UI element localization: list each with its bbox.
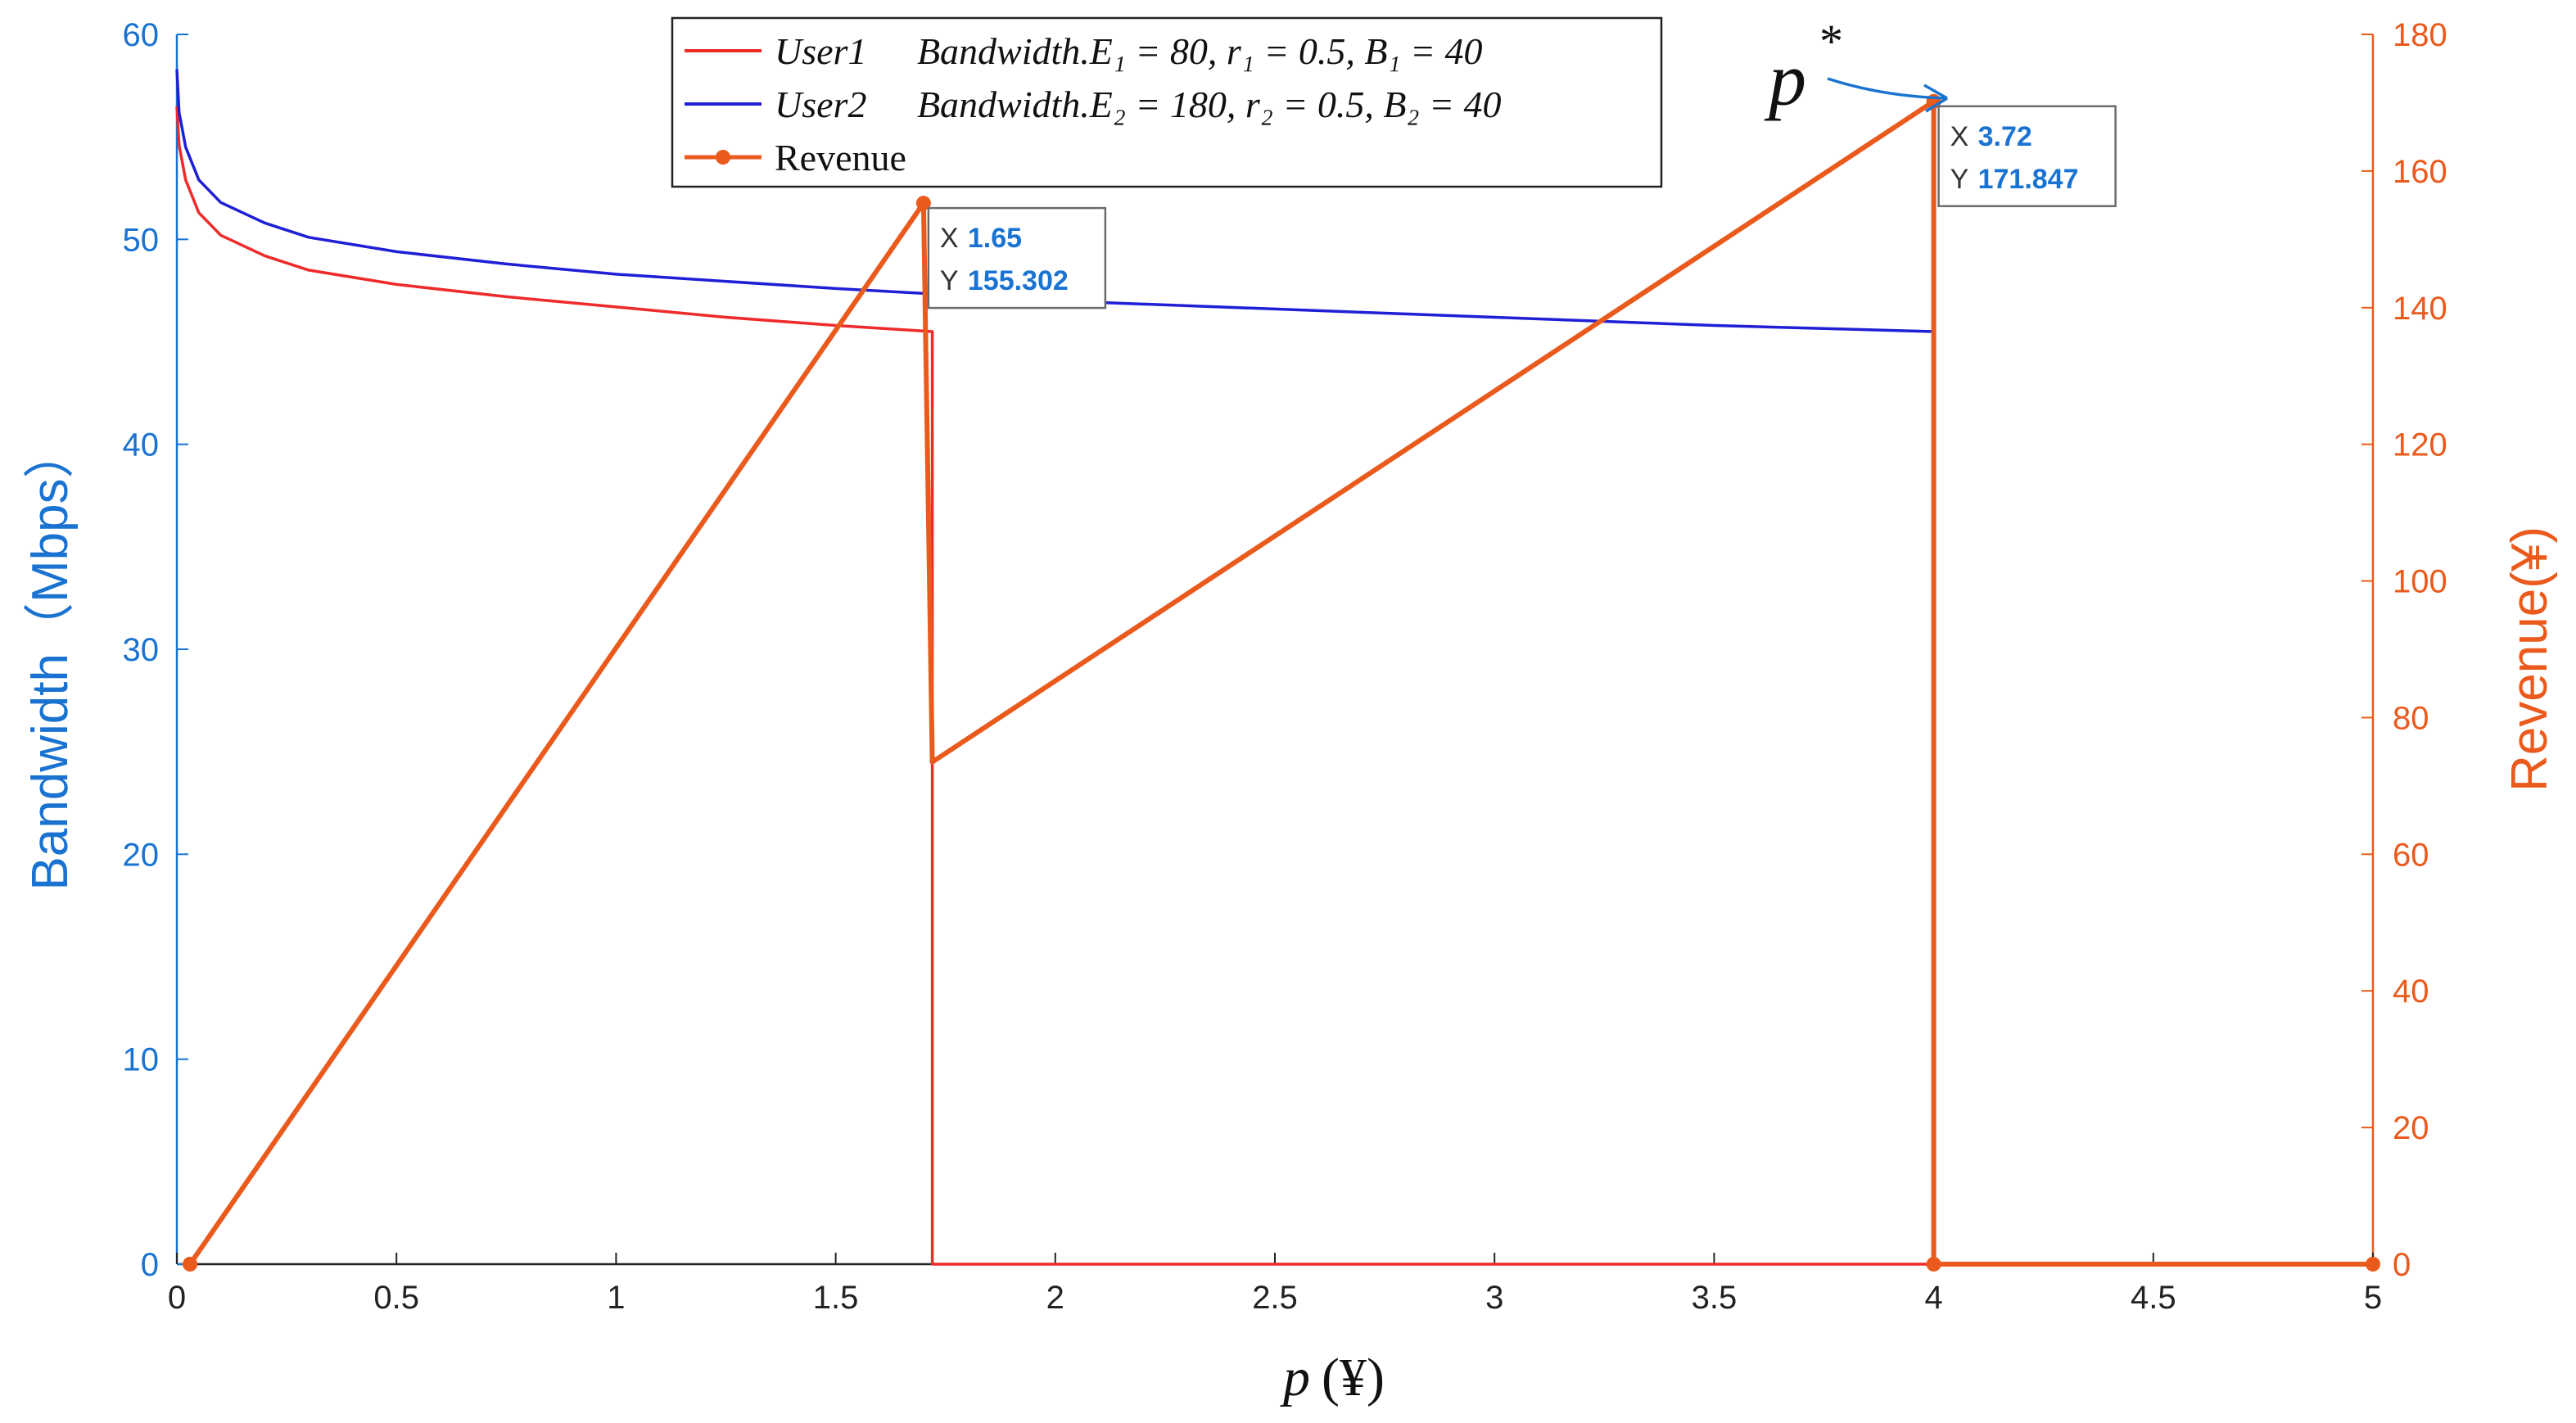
right-tick-label: 80 (2393, 700, 2429, 736)
x-tick-label: 5 (2364, 1280, 2382, 1316)
p-star-superscript: * (1819, 15, 1843, 68)
series-line-user1 (175, 106, 2373, 1266)
datatip-y-key: Y (940, 265, 959, 296)
right-tick-label: 60 (2393, 837, 2429, 873)
right-tick-label: 0 (2393, 1247, 2411, 1283)
left-tick-label: 10 (123, 1042, 160, 1078)
p-star-annotation: p * (1764, 15, 1948, 121)
left-tick-label: 20 (123, 837, 160, 873)
axes: 0 0.5 1 1.5 2 2.5 3 3.5 4 4.5 50102030405060020406… (123, 17, 2447, 1316)
p-star-label: p (1764, 38, 1806, 121)
datatip-x-key: X (940, 223, 959, 254)
legend: User1 Bandwidth.E₁ = 80, r₁ = 0.5, B₁ = … (671, 16, 1663, 188)
right-tick-label: 140 (2393, 291, 2447, 327)
x-tick-label: 0 (168, 1280, 186, 1316)
series-marker-revenue (183, 1257, 198, 1272)
series-marker-revenue (2366, 1257, 2380, 1272)
datatip-y-key: Y (1950, 164, 1969, 195)
legend-marker-revenue (716, 150, 730, 165)
datatip-x-value: 3.72 (1978, 121, 2032, 152)
right-tick-label: 20 (2393, 1110, 2429, 1146)
series-marker-revenue (1926, 1257, 1941, 1272)
x-tick-label: 3 (1485, 1280, 1503, 1316)
series-layer (175, 69, 2380, 1272)
left-axis-title: Bandwidth（Mbps） (22, 427, 79, 890)
right-tick-label: 100 (2393, 564, 2447, 600)
right-tick-label: 160 (2393, 154, 2447, 190)
right-tick-label: 120 (2393, 427, 2447, 463)
x-tick-label: 4.5 (2131, 1280, 2176, 1316)
legend-entry-user2: User2 Bandwidth.E₂ = 180, r₂ = 0.5, B₂ =… (775, 84, 1502, 125)
right-axis-title: Revenue(¥) (2501, 526, 2558, 792)
x-tick-label: 1 (607, 1280, 625, 1316)
legend-user2-prefix: User2 (775, 84, 866, 125)
datatip-x-value: 1.65 (968, 223, 1022, 254)
datatip-box (1937, 105, 2117, 208)
datatip: X 3.72 Y 171.847 (1937, 105, 2117, 208)
datatips: X 1.65 Y 155.302 X 3.72 Y 171.847 (927, 105, 2117, 309)
legend-user1-params: Bandwidth.E₁ = 80, r₁ = 0.5, B₁ = 40 (917, 30, 1483, 72)
x-tick-label: 4 (1924, 1280, 1942, 1316)
legend-entry-user1: User1 Bandwidth.E₁ = 80, r₁ = 0.5, B₁ = … (775, 30, 1483, 72)
datatip-y-value: 155.302 (968, 265, 1069, 296)
datatip-y-value: 171.847 (1978, 164, 2079, 195)
datatip-x-key: X (1950, 121, 1969, 152)
legend-user2-params: Bandwidth.E₂ = 180, r₂ = 0.5, B₂ = 40 (917, 84, 1502, 125)
series-marker-revenue (915, 196, 931, 211)
legend-user1-prefix: User1 (775, 30, 866, 72)
p-star-arrow (1827, 77, 1948, 100)
left-tick-label: 30 (123, 632, 160, 668)
right-tick-label: 180 (2393, 17, 2447, 53)
x-tick-label: 2 (1046, 1280, 1064, 1316)
left-tick-label: 50 (123, 222, 160, 258)
series-line-user2 (175, 69, 1939, 1266)
legend-box (671, 16, 1663, 188)
left-tick-label: 0 (141, 1247, 159, 1283)
x-tick-label: 0.5 (373, 1280, 419, 1316)
left-tick-label: 40 (123, 427, 160, 463)
left-tick-label: 60 (123, 17, 160, 53)
x-tick-label: 2.5 (1252, 1280, 1298, 1316)
series-line-revenue (188, 98, 2373, 1267)
legend-entry-revenue: Revenue (775, 137, 906, 178)
x-axis-title: p (¥) (1280, 1348, 1385, 1407)
datatip-box (927, 206, 1107, 309)
right-tick-label: 40 (2393, 974, 2429, 1010)
x-tick-label: 3.5 (1692, 1280, 1738, 1316)
x-tick-label: 1.5 (813, 1280, 859, 1316)
datatip: X 1.65 Y 155.302 (927, 206, 1107, 309)
p-star-arrowhead (1923, 84, 1948, 113)
